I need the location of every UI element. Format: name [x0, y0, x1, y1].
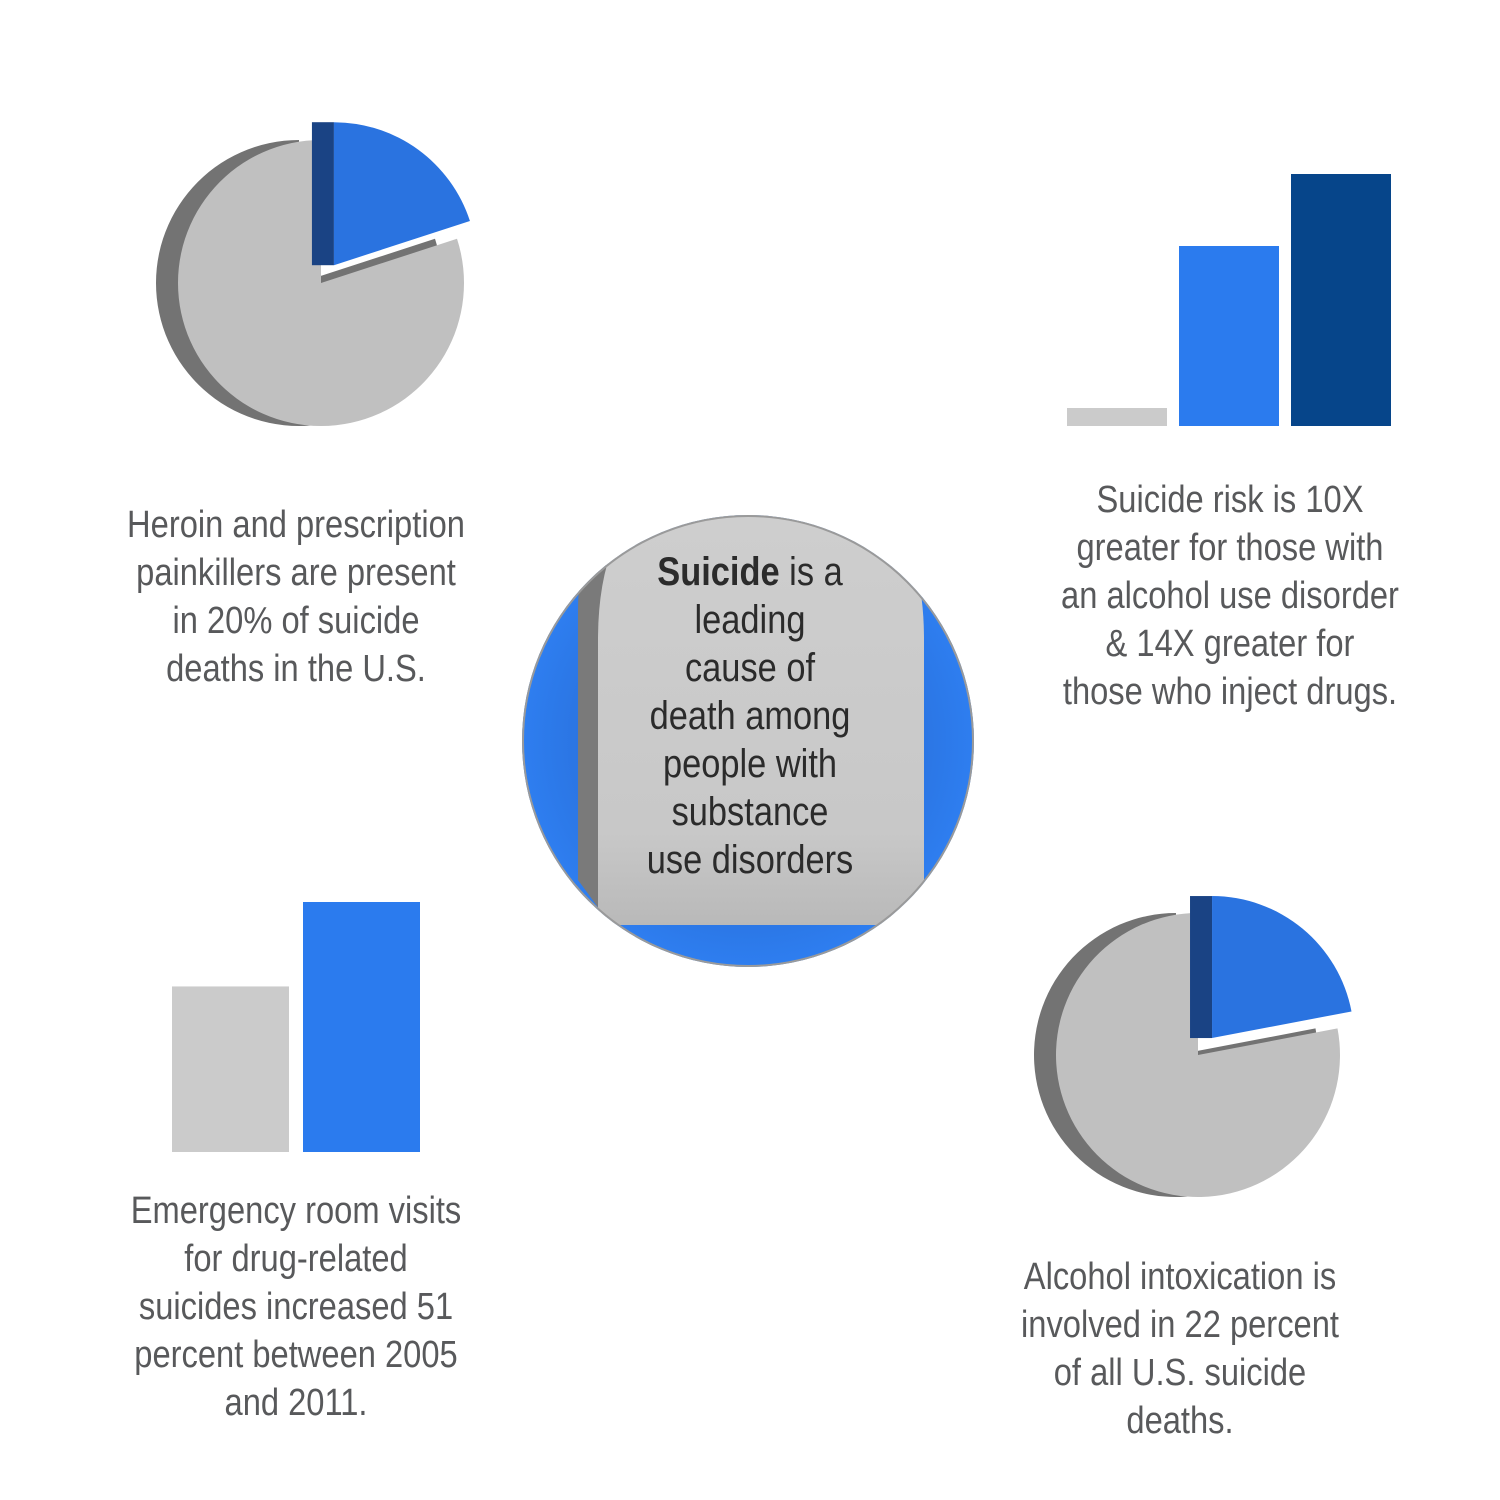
center-line: cause of [684, 646, 816, 690]
caption-top-right: Suicide risk is 10X greater for those wi… [1049, 476, 1410, 716]
bar-1 [1179, 246, 1279, 426]
caption-line: & 14X greater for [1105, 623, 1355, 665]
pie-slice-highlight-side [311, 122, 334, 266]
bar-0 [1067, 408, 1167, 426]
caption-line: those who inject drugs. [1062, 671, 1398, 713]
center-line: leading [694, 598, 806, 642]
caption-line: percent between 2005 [134, 1334, 458, 1376]
caption-line: Alcohol intoxication is [1023, 1256, 1337, 1298]
caption-line: involved in 22 percent [1021, 1304, 1339, 1346]
caption-top-left: Heroin and prescription painkillers are … [124, 501, 468, 693]
caption-line: painkillers are present [136, 552, 456, 594]
caption-line: suicides increased 51 [138, 1286, 454, 1328]
caption-line: deaths in the U.S. [166, 648, 426, 690]
caption-line: an alcohol use disorder [1061, 575, 1399, 617]
caption-line: Emergency room visits [130, 1190, 462, 1232]
center-line: death among [649, 694, 851, 738]
center-keyword: Suicide [657, 550, 780, 594]
pie-slice-highlight-side [1190, 896, 1213, 1039]
center-statement: Suicide is a leading cause of death among pe… [621, 548, 879, 884]
caption-line: deaths. [1126, 1400, 1234, 1442]
bar-1 [303, 902, 420, 1152]
caption-line: greater for those with [1076, 527, 1384, 569]
caption-line: for drug-related [184, 1238, 408, 1280]
pie-slice-rest-side [156, 140, 442, 426]
pie-slice-highlight [1212, 896, 1352, 1039]
caption-line: Heroin and prescription [127, 504, 465, 546]
caption-line: Suicide risk is 10X [1096, 479, 1364, 521]
caption-line: in 20% of suicide [172, 600, 420, 642]
bar-0 [172, 986, 289, 1152]
pie-slice-rest-side [1034, 913, 1318, 1198]
center-line: Suicide is a [657, 550, 843, 594]
bar-2 [1291, 174, 1391, 426]
center-line: people with [662, 742, 838, 786]
pie-slice-rest [178, 140, 465, 426]
pie-slice-highlight [333, 122, 470, 266]
center-line: use disorders [646, 838, 854, 882]
caption-line: and 2011. [224, 1382, 368, 1424]
caption-bottom-left: Emergency room visits for drug-related s… [124, 1187, 468, 1427]
caption-line: of all U.S. suicide [1053, 1352, 1307, 1394]
caption-bottom-right: Alcohol intoxication is involved in 22 p… [1008, 1253, 1352, 1445]
center-line: substance [671, 790, 829, 834]
pie-slice-rest [1055, 913, 1340, 1197]
